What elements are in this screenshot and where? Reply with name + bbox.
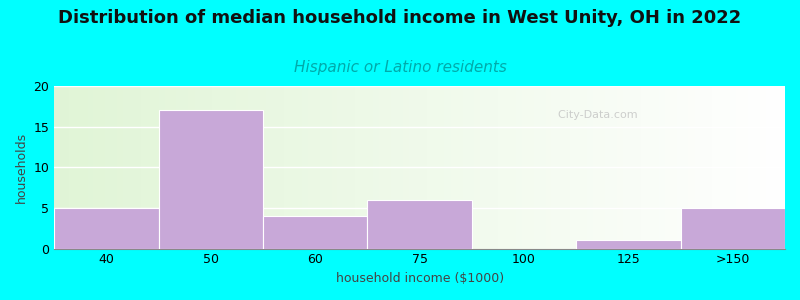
Bar: [263, 216, 367, 249]
Y-axis label: households: households: [15, 132, 28, 203]
Text: City-Data.com: City-Data.com: [551, 110, 638, 120]
Bar: [681, 208, 785, 249]
Text: Hispanic or Latino residents: Hispanic or Latino residents: [294, 60, 506, 75]
Bar: [158, 110, 263, 249]
Text: Distribution of median household income in West Unity, OH in 2022: Distribution of median household income …: [58, 9, 742, 27]
Bar: [576, 241, 681, 249]
Bar: [54, 208, 158, 249]
X-axis label: household income ($1000): household income ($1000): [335, 272, 504, 285]
Bar: [367, 200, 472, 249]
